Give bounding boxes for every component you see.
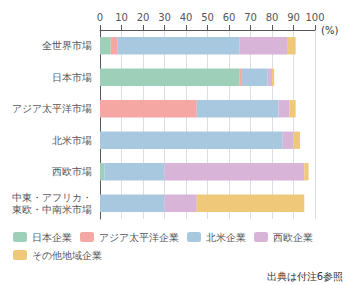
svg-text:60: 60	[223, 12, 236, 23]
svg-text:(%): (%)	[321, 25, 338, 36]
svg-text:100: 100	[305, 12, 324, 23]
svg-text:日本企業: 日本企業	[32, 232, 72, 243]
svg-text:30: 30	[158, 12, 171, 23]
svg-text:10: 10	[115, 12, 128, 23]
svg-text:アジア太平洋企業: アジア太平洋企業	[99, 232, 179, 243]
svg-text:日本市場: 日本市場	[52, 72, 92, 83]
svg-text:0: 0	[97, 12, 103, 23]
svg-text:アジア太平洋市場: アジア太平洋市場	[12, 103, 92, 114]
svg-text:全世界市場: 全世界市場	[42, 40, 92, 51]
svg-text:出典は付注6参照: 出典は付注6参照	[267, 271, 343, 282]
svg-text:東欧・中南米市場: 東欧・中南米市場	[12, 204, 92, 215]
svg-text:20: 20	[137, 12, 150, 23]
svg-text:90: 90	[287, 12, 300, 23]
svg-text:50: 50	[201, 12, 214, 23]
svg-text:70: 70	[244, 12, 257, 23]
svg-text:その他地域企業: その他地域企業	[32, 250, 102, 261]
svg-text:中東・アフリカ・: 中東・アフリカ・	[12, 192, 92, 203]
svg-text:西欧市場: 西欧市場	[52, 166, 92, 177]
svg-text:80: 80	[266, 12, 279, 23]
svg-text:北米市場: 北米市場	[52, 135, 92, 146]
svg-text:北米企業: 北米企業	[206, 232, 246, 243]
svg-text:西欧企業: 西欧企業	[273, 232, 313, 243]
svg-text:40: 40	[180, 12, 193, 23]
